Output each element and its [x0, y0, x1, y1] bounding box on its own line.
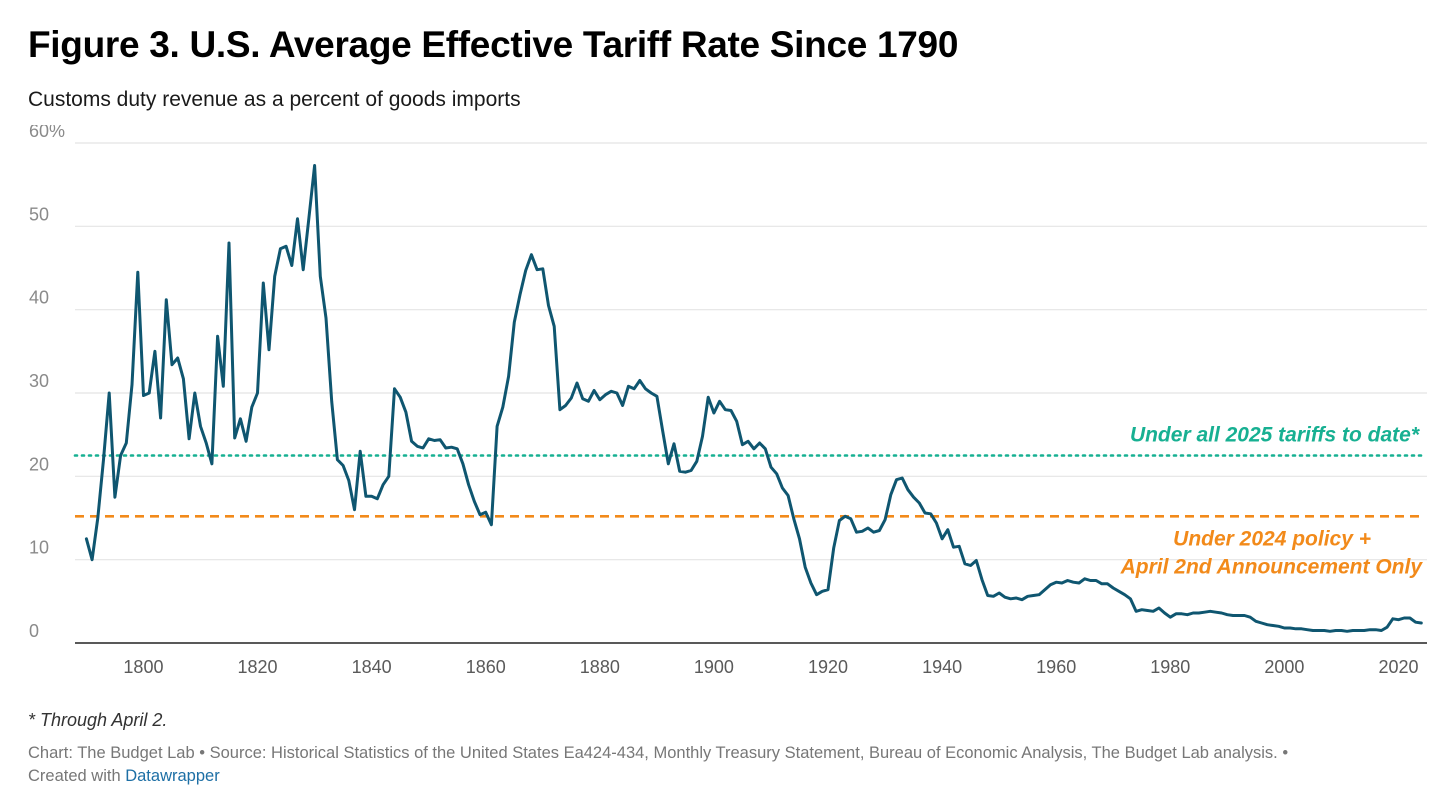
annotations: Under all 2025 tariffs to date* Under 202… — [1120, 424, 1424, 579]
series-line-tariff-rate — [84, 164, 1423, 633]
source-text: Chart: The Budget Lab • Source: Historic… — [28, 744, 1289, 762]
x-tick-label: 1980 — [1150, 657, 1190, 677]
y-tick-label: 20 — [29, 454, 49, 474]
x-tick-label: 1880 — [580, 657, 620, 677]
y-tick-label: 60% — [29, 125, 65, 141]
x-axis-ticks: 1800 1820 1840 1860 1880 1900 1920 1940 1960 1980… — [123, 657, 1418, 677]
chart-subtitle: Customs duty revenue as a percent of goo… — [28, 88, 521, 111]
y-tick-label: 10 — [29, 538, 49, 558]
gridlines — [75, 142, 1427, 561]
y-tick-label: 30 — [29, 371, 49, 391]
y-tick-label: 0 — [29, 621, 39, 641]
x-tick-label: 2020 — [1378, 657, 1418, 677]
x-tick-label: 1900 — [694, 657, 734, 677]
x-tick-label: 1960 — [1036, 657, 1076, 677]
annotation-2024-policy: April 2nd Announcement Only — [1120, 555, 1424, 578]
x-tick-label: 1840 — [352, 657, 392, 677]
created-with-text: Created with — [28, 767, 126, 785]
x-tick-label: 1860 — [466, 657, 506, 677]
y-axis-ticks: 0 10 20 30 40 50 60% — [29, 125, 65, 641]
y-tick-label: 40 — [29, 288, 49, 308]
annotation-2024-policy: Under 2024 policy + — [1173, 527, 1371, 550]
x-tick-label: 1920 — [808, 657, 848, 677]
reference-lines — [73, 454, 1425, 518]
x-tick-label: 1820 — [238, 657, 278, 677]
x-tick-label: 2000 — [1264, 657, 1304, 677]
chart-title: Figure 3. U.S. Average Effective Tariff … — [28, 24, 959, 65]
datawrapper-link[interactable]: Datawrapper — [125, 767, 220, 785]
x-tick-label: 1940 — [922, 657, 962, 677]
source-note: Chart: The Budget Lab • Source: Historic… — [28, 742, 1428, 788]
footnote: * Through April 2. — [28, 710, 168, 730]
y-tick-label: 50 — [29, 204, 49, 224]
series-layer — [84, 164, 1423, 633]
annotation-2025-tariffs: Under all 2025 tariffs to date* — [1130, 424, 1420, 447]
x-tick-label: 1800 — [123, 657, 163, 677]
